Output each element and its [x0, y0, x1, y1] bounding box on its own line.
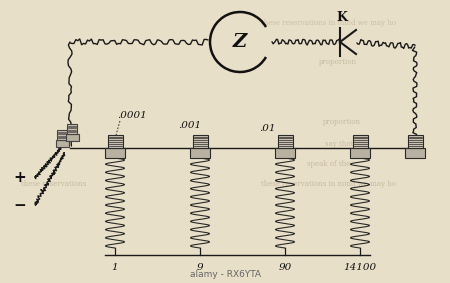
Text: .0001: .0001	[117, 111, 147, 120]
Text: these reservations: these reservations	[22, 180, 86, 188]
Bar	[66, 134, 78, 141]
Bar	[67, 124, 77, 134]
Bar	[105, 148, 125, 158]
Text: 1: 1	[112, 263, 118, 272]
Bar	[278, 135, 292, 148]
Text: proportion: proportion	[323, 118, 361, 126]
Text: .001: .001	[179, 121, 202, 130]
Text: these reservations in mind we may ho: these reservations in mind we may ho	[261, 180, 396, 188]
Text: proportion: proportion	[319, 58, 356, 66]
Text: these reservations in mind we may ho: these reservations in mind we may ho	[261, 19, 396, 27]
Text: Z: Z	[233, 33, 247, 51]
Text: −: −	[14, 198, 27, 213]
Text: 14100: 14100	[343, 263, 377, 272]
Text: 90: 90	[279, 263, 292, 272]
Bar	[352, 135, 368, 148]
Text: 9: 9	[197, 263, 203, 272]
Text: +: +	[14, 170, 27, 185]
Bar	[108, 135, 122, 148]
Bar	[405, 148, 425, 158]
Text: K: K	[337, 11, 347, 24]
Bar	[193, 135, 207, 148]
Text: .01: .01	[259, 124, 275, 133]
Text: say that a: say that a	[324, 140, 360, 148]
Bar	[190, 148, 210, 158]
Bar	[408, 135, 423, 148]
Text: speak of the: speak of the	[307, 160, 350, 168]
Bar	[57, 130, 67, 140]
Bar	[55, 140, 68, 147]
Text: alamy - RX6YTA: alamy - RX6YTA	[189, 270, 261, 279]
Bar	[350, 148, 370, 158]
Bar	[275, 148, 295, 158]
